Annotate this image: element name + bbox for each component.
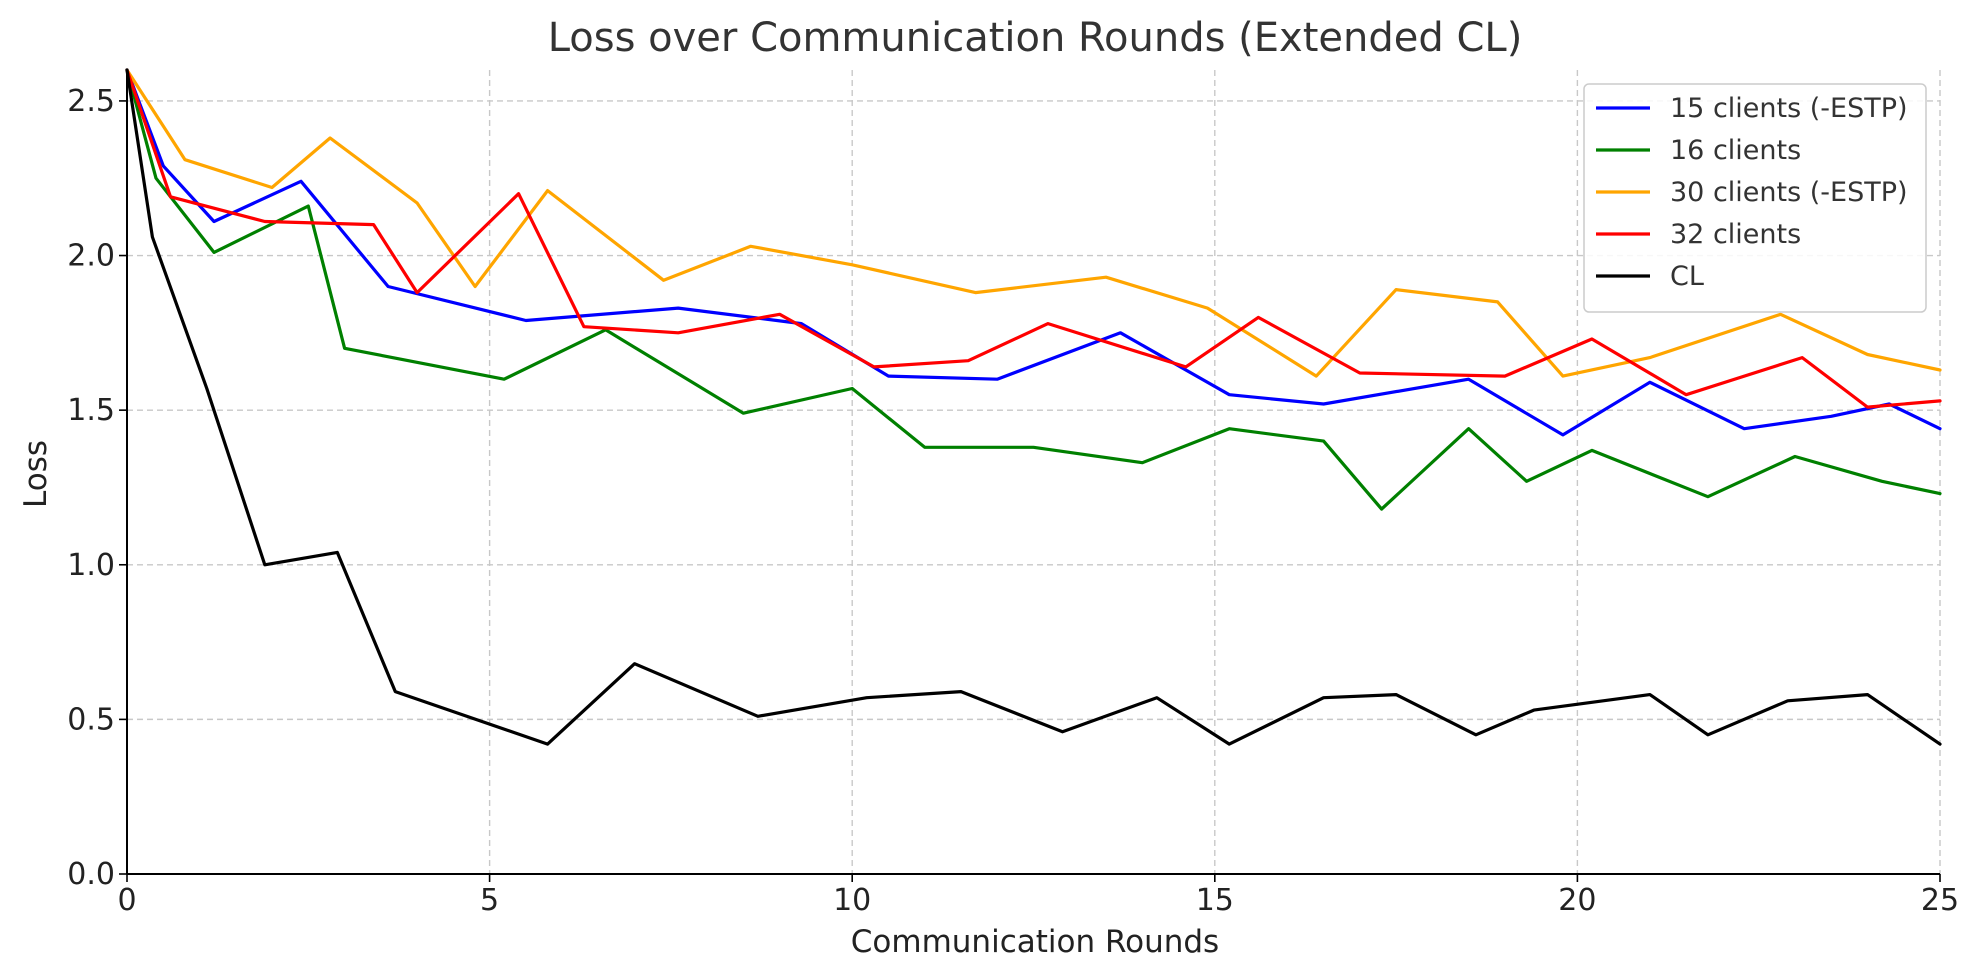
legend-box bbox=[1583, 83, 1927, 313]
x-tick-label: 5 bbox=[480, 883, 499, 918]
legend-label: 30 clients (-ESTP) bbox=[1670, 177, 1908, 208]
legend: 15 clients (-ESTP) 16 clients 30 clients (… bbox=[1583, 83, 1927, 313]
tick-labels: 0 5 10 15 20 25 0.0 0.5 1.0 1.5 2.0 2.5 bbox=[67, 84, 1959, 918]
y-axis-label: Loss bbox=[18, 440, 54, 508]
legend-label: 15 clients (-ESTP) bbox=[1670, 93, 1908, 124]
y-tick-label: 0.5 bbox=[67, 702, 115, 737]
x-tick-label: 15 bbox=[1196, 883, 1234, 918]
x-tick-label: 20 bbox=[1558, 883, 1596, 918]
series-line-2 bbox=[125, 68, 1942, 378]
series-line-1 bbox=[125, 68, 1942, 511]
x-axis-label: Communication Rounds bbox=[851, 924, 1219, 960]
legend-label: 16 clients bbox=[1670, 135, 1801, 166]
chart-title: Loss over Communication Rounds (Extended… bbox=[548, 15, 1523, 61]
legend-label: CL bbox=[1670, 261, 1704, 292]
x-tick-label: 10 bbox=[833, 883, 871, 918]
y-tick-label: 1.5 bbox=[67, 393, 115, 428]
x-tick-label: 25 bbox=[1921, 883, 1959, 918]
y-tick-label: 2.0 bbox=[67, 239, 115, 274]
series-line-3 bbox=[125, 68, 1942, 409]
axes bbox=[126, 70, 1940, 875]
legend-label: 32 clients bbox=[1670, 219, 1801, 250]
series-line-0 bbox=[125, 68, 1942, 437]
y-tick-label: 1.0 bbox=[67, 548, 115, 583]
y-tick-label: 0.0 bbox=[67, 857, 115, 892]
series-line-4 bbox=[125, 68, 1942, 746]
x-tick-label: 0 bbox=[117, 883, 136, 918]
series-lines bbox=[125, 68, 1942, 746]
y-tick-label: 2.5 bbox=[67, 84, 115, 119]
